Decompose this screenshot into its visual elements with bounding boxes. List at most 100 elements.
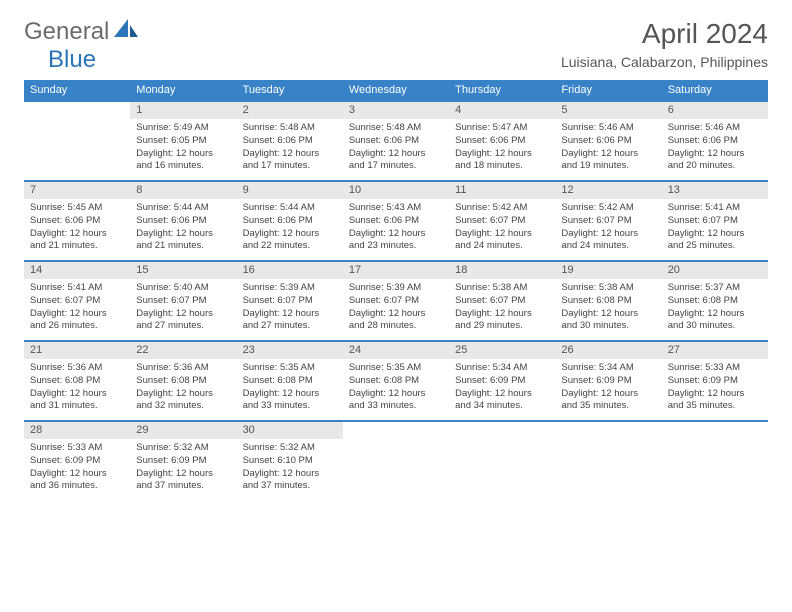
daylight-text-2: and 31 minutes. <box>30 400 124 413</box>
day-number-cell <box>555 421 661 439</box>
weekday-header: Sunday <box>24 80 130 101</box>
daylight-text-2: and 37 minutes. <box>136 480 230 493</box>
day-number-cell: 11 <box>449 181 555 199</box>
day-content-cell: Sunrise: 5:48 AMSunset: 6:06 PMDaylight:… <box>237 119 343 181</box>
sunset-text: Sunset: 6:06 PM <box>243 215 337 228</box>
daylight-text-2: and 25 minutes. <box>668 240 762 253</box>
daylight-text-2: and 27 minutes. <box>136 320 230 333</box>
daylight-text-1: Daylight: 12 hours <box>668 228 762 241</box>
day-content-cell: Sunrise: 5:46 AMSunset: 6:06 PMDaylight:… <box>662 119 768 181</box>
day-number-cell: 2 <box>237 101 343 119</box>
daylight-text-2: and 30 minutes. <box>668 320 762 333</box>
sunrise-text: Sunrise: 5:48 AM <box>243 122 337 135</box>
day-number-cell: 30 <box>237 421 343 439</box>
day-content-cell <box>343 439 449 501</box>
sunrise-text: Sunrise: 5:35 AM <box>243 362 337 375</box>
day-content-cell: Sunrise: 5:49 AMSunset: 6:05 PMDaylight:… <box>130 119 236 181</box>
daylight-text-2: and 35 minutes. <box>561 400 655 413</box>
sunrise-text: Sunrise: 5:39 AM <box>349 282 443 295</box>
sunrise-text: Sunrise: 5:44 AM <box>136 202 230 215</box>
daylight-text-1: Daylight: 12 hours <box>455 308 549 321</box>
daylight-text-1: Daylight: 12 hours <box>136 228 230 241</box>
daylight-text-1: Daylight: 12 hours <box>349 148 443 161</box>
title-block: April 2024 Luisiana, Calabarzon, Philipp… <box>561 18 768 70</box>
day-number-cell: 3 <box>343 101 449 119</box>
sunrise-text: Sunrise: 5:45 AM <box>30 202 124 215</box>
sunset-text: Sunset: 6:08 PM <box>668 295 762 308</box>
day-content-cell: Sunrise: 5:42 AMSunset: 6:07 PMDaylight:… <box>449 199 555 261</box>
day-content-cell: Sunrise: 5:32 AMSunset: 6:09 PMDaylight:… <box>130 439 236 501</box>
sunrise-text: Sunrise: 5:32 AM <box>136 442 230 455</box>
daylight-text-1: Daylight: 12 hours <box>136 148 230 161</box>
day-content-cell: Sunrise: 5:35 AMSunset: 6:08 PMDaylight:… <box>237 359 343 421</box>
daylight-text-2: and 22 minutes. <box>243 240 337 253</box>
daylight-text-2: and 29 minutes. <box>455 320 549 333</box>
sunrise-text: Sunrise: 5:34 AM <box>455 362 549 375</box>
sunrise-text: Sunrise: 5:42 AM <box>561 202 655 215</box>
day-number-cell: 4 <box>449 101 555 119</box>
daylight-text-1: Daylight: 12 hours <box>243 468 337 481</box>
daylight-text-1: Daylight: 12 hours <box>561 148 655 161</box>
day-content-cell: Sunrise: 5:48 AMSunset: 6:06 PMDaylight:… <box>343 119 449 181</box>
day-content-cell: Sunrise: 5:38 AMSunset: 6:08 PMDaylight:… <box>555 279 661 341</box>
daylight-text-2: and 37 minutes. <box>243 480 337 493</box>
day-content-cell: Sunrise: 5:34 AMSunset: 6:09 PMDaylight:… <box>555 359 661 421</box>
day-number-cell: 16 <box>237 261 343 279</box>
sunrise-text: Sunrise: 5:46 AM <box>668 122 762 135</box>
weekday-header: Monday <box>130 80 236 101</box>
daylight-text-1: Daylight: 12 hours <box>455 228 549 241</box>
day-content-row: Sunrise: 5:33 AMSunset: 6:09 PMDaylight:… <box>24 439 768 501</box>
day-number-cell: 18 <box>449 261 555 279</box>
day-content-row: Sunrise: 5:36 AMSunset: 6:08 PMDaylight:… <box>24 359 768 421</box>
day-number-row: 78910111213 <box>24 181 768 199</box>
day-number-cell: 22 <box>130 341 236 359</box>
header: General Blue April 2024 Luisiana, Calaba… <box>24 18 768 74</box>
day-content-cell: Sunrise: 5:38 AMSunset: 6:07 PMDaylight:… <box>449 279 555 341</box>
day-content-cell: Sunrise: 5:42 AMSunset: 6:07 PMDaylight:… <box>555 199 661 261</box>
day-content-row: Sunrise: 5:41 AMSunset: 6:07 PMDaylight:… <box>24 279 768 341</box>
day-number-cell: 1 <box>130 101 236 119</box>
daylight-text-1: Daylight: 12 hours <box>136 388 230 401</box>
weekday-header: Tuesday <box>237 80 343 101</box>
sunset-text: Sunset: 6:09 PM <box>136 455 230 468</box>
daylight-text-1: Daylight: 12 hours <box>30 468 124 481</box>
day-content-cell: Sunrise: 5:36 AMSunset: 6:08 PMDaylight:… <box>24 359 130 421</box>
brand-text-1: General <box>24 18 109 45</box>
day-content-cell: Sunrise: 5:46 AMSunset: 6:06 PMDaylight:… <box>555 119 661 181</box>
daylight-text-1: Daylight: 12 hours <box>455 388 549 401</box>
daylight-text-1: Daylight: 12 hours <box>136 308 230 321</box>
daylight-text-2: and 17 minutes. <box>349 160 443 173</box>
day-content-cell: Sunrise: 5:33 AMSunset: 6:09 PMDaylight:… <box>24 439 130 501</box>
sunset-text: Sunset: 6:08 PM <box>243 375 337 388</box>
sunset-text: Sunset: 6:07 PM <box>349 295 443 308</box>
daylight-text-2: and 18 minutes. <box>455 160 549 173</box>
day-number-cell: 15 <box>130 261 236 279</box>
sunrise-text: Sunrise: 5:37 AM <box>668 282 762 295</box>
calendar-body: 123456Sunrise: 5:49 AMSunset: 6:05 PMDay… <box>24 101 768 501</box>
day-number-row: 123456 <box>24 101 768 119</box>
sunrise-text: Sunrise: 5:41 AM <box>668 202 762 215</box>
daylight-text-2: and 24 minutes. <box>561 240 655 253</box>
sunrise-text: Sunrise: 5:39 AM <box>243 282 337 295</box>
day-number-cell: 21 <box>24 341 130 359</box>
brand-text-2: Blue <box>48 46 96 73</box>
daylight-text-1: Daylight: 12 hours <box>349 388 443 401</box>
day-number-cell: 23 <box>237 341 343 359</box>
day-number-cell: 19 <box>555 261 661 279</box>
day-content-cell <box>449 439 555 501</box>
sunset-text: Sunset: 6:07 PM <box>455 295 549 308</box>
day-content-cell: Sunrise: 5:37 AMSunset: 6:08 PMDaylight:… <box>662 279 768 341</box>
brand-sail-icon <box>114 19 140 44</box>
day-number-cell: 27 <box>662 341 768 359</box>
day-number-cell: 28 <box>24 421 130 439</box>
sunrise-text: Sunrise: 5:33 AM <box>30 442 124 455</box>
daylight-text-1: Daylight: 12 hours <box>668 308 762 321</box>
sunrise-text: Sunrise: 5:46 AM <box>561 122 655 135</box>
sunset-text: Sunset: 6:09 PM <box>30 455 124 468</box>
daylight-text-2: and 19 minutes. <box>561 160 655 173</box>
daylight-text-2: and 23 minutes. <box>349 240 443 253</box>
day-content-cell: Sunrise: 5:33 AMSunset: 6:09 PMDaylight:… <box>662 359 768 421</box>
weekday-header: Friday <box>555 80 661 101</box>
sunset-text: Sunset: 6:09 PM <box>455 375 549 388</box>
day-content-cell: Sunrise: 5:44 AMSunset: 6:06 PMDaylight:… <box>237 199 343 261</box>
